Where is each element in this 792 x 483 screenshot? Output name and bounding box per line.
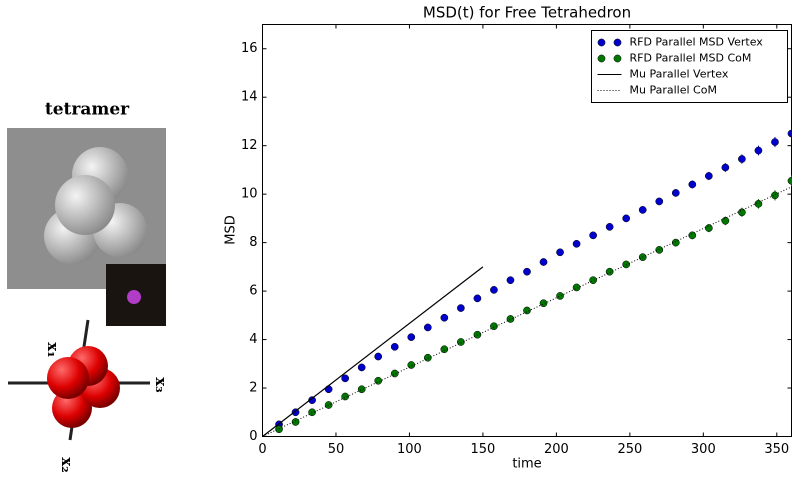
legend-label: Mu Parallel CoM [630, 84, 717, 97]
marker [738, 155, 746, 163]
marker [704, 224, 713, 232]
marker [605, 267, 614, 276]
marker [291, 418, 300, 426]
marker [754, 146, 763, 155]
marker [771, 191, 779, 200]
x-tick-label: 250 [617, 442, 642, 457]
marker [423, 353, 432, 362]
marker [605, 223, 614, 231]
marker [721, 163, 730, 172]
marker [771, 138, 779, 146]
x-tick-label: 150 [471, 442, 496, 457]
marker [341, 374, 350, 383]
marker [572, 283, 581, 292]
legend-label: Mu Parallel Vertex [630, 68, 729, 81]
marker [374, 376, 383, 385]
x-tick-label: 350 [764, 442, 789, 457]
y-tick-label: 8 [249, 235, 257, 250]
marker [738, 208, 746, 217]
marker [407, 333, 416, 341]
y-tick-label: 14 [241, 90, 258, 105]
red-sphere [47, 357, 89, 399]
marker [523, 267, 531, 276]
marker [440, 313, 449, 322]
marker [572, 239, 581, 248]
marker [622, 214, 631, 223]
marker [754, 199, 763, 208]
marker [490, 322, 498, 331]
y-tick-label: 0 [249, 429, 257, 444]
marker [324, 385, 333, 394]
y-tick-label: 10 [241, 187, 258, 202]
marker [671, 189, 680, 197]
marker [556, 292, 564, 300]
marker [357, 363, 366, 372]
marker [341, 392, 350, 401]
legend-label: RFD Parallel MSD CoM [630, 52, 752, 65]
marker [324, 401, 333, 409]
marker [374, 352, 383, 361]
marker [390, 342, 399, 351]
marker [589, 276, 597, 285]
marker [357, 385, 366, 394]
x-tick-label: 100 [397, 442, 422, 457]
marker [423, 323, 432, 332]
marker [308, 396, 316, 404]
marker [539, 299, 548, 308]
y-tick-label: 4 [249, 332, 257, 347]
marker [556, 248, 564, 257]
marker [523, 306, 531, 315]
marker [457, 304, 465, 312]
figure-label: tetramer [45, 100, 130, 120]
x-tick-label: 50 [328, 442, 345, 457]
marker [787, 129, 792, 138]
marker [655, 246, 664, 254]
axis-label: x₃ [152, 377, 170, 393]
marker [506, 315, 515, 323]
line [262, 266, 484, 437]
marker [688, 180, 697, 189]
y-tick-label: 2 [249, 381, 257, 396]
marker [787, 176, 792, 185]
y-tick-label: 6 [249, 284, 257, 299]
marker [589, 231, 597, 240]
marker [671, 238, 680, 247]
marker [390, 369, 399, 378]
x-axis-label: time [512, 457, 541, 472]
fluorescence-spot [127, 290, 141, 304]
legend-box [591, 30, 788, 103]
marker [506, 276, 515, 285]
legend-label: RFD Parallel MSD Vertex [630, 36, 764, 49]
x-tick-label: 300 [691, 442, 716, 457]
chart-title: MSD(t) for Free Tetrahedron [423, 4, 631, 22]
marker [308, 408, 316, 417]
marker [638, 206, 647, 214]
marker [291, 408, 300, 417]
sphere [55, 175, 115, 235]
axis-label: x₁ [44, 342, 62, 358]
legend-swatch [613, 54, 622, 63]
axis-label: x₂ [58, 457, 76, 473]
x-tick-label: 0 [258, 442, 266, 457]
y-tick-label: 16 [241, 41, 258, 56]
marker [490, 286, 498, 294]
marker [721, 216, 730, 225]
y-tick-label: 12 [241, 138, 258, 153]
legend-swatch [613, 38, 622, 47]
y-axis-label: MSD [224, 215, 239, 244]
marker [704, 172, 713, 180]
legend-swatch [597, 38, 606, 47]
marker [539, 258, 548, 266]
marker [473, 294, 482, 303]
marker [655, 197, 664, 206]
legend-swatch [597, 54, 606, 63]
marker [457, 338, 465, 346]
marker [407, 361, 416, 369]
x-tick-label: 200 [544, 442, 569, 457]
